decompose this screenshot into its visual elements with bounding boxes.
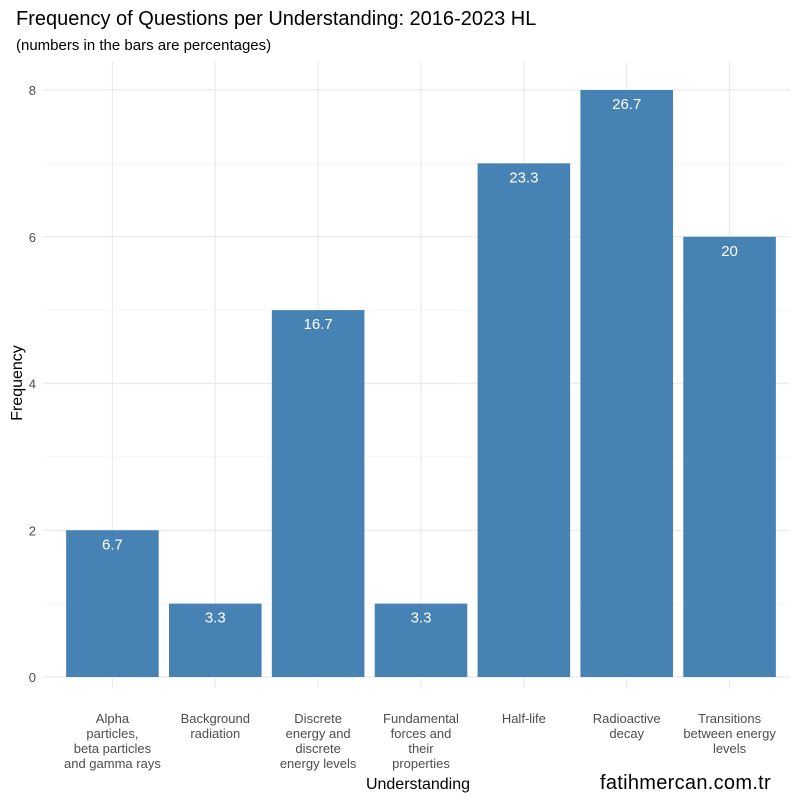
x-tick-label-line: Transitions: [698, 711, 762, 726]
x-tick-label: Half-life: [502, 711, 546, 726]
x-tick-label-line: between energy: [683, 726, 776, 741]
x-tick-label-line: Alpha: [96, 711, 130, 726]
x-tick-label: Fundamental forces and their properties: [383, 711, 459, 771]
x-tick-label: Transitions between energy levels: [683, 711, 776, 756]
x-tick-label-line: forces and: [391, 726, 452, 741]
bar: [683, 236, 776, 677]
x-axis-ticks: Alpha particles, beta particles and gamma r…: [64, 711, 776, 771]
bar-value-label: 6.7: [102, 536, 123, 553]
x-tick-label: Background radiation: [181, 711, 250, 741]
x-tick-label-line: and gamma rays: [64, 756, 161, 771]
x-tick-label-line: radiation: [190, 726, 240, 741]
bar-value-label: 3.3: [205, 610, 226, 627]
x-tick-label-line: levels: [713, 741, 747, 756]
x-tick-label: Discrete energy and discrete energy levels: [280, 711, 357, 771]
bar-value-label: 16.7: [304, 316, 333, 333]
y-tick-label: 0: [29, 670, 36, 685]
y-tick-label: 4: [29, 377, 36, 392]
x-tick-label-line: discrete: [295, 741, 341, 756]
y-tick-label: 2: [29, 523, 36, 538]
x-axis-title: Understanding: [366, 776, 470, 793]
bar-value-labels: 6.7 3.3 16.7 3.3 23.3 26.7 20: [102, 96, 738, 627]
x-tick-label-line: energy and: [286, 726, 351, 741]
bar: [374, 603, 468, 677]
x-tick-label-line: decay: [609, 726, 644, 741]
x-tick-label-line: energy levels: [280, 756, 357, 771]
bar: [66, 530, 159, 677]
watermark-caption: fatihmercan.com.tr: [600, 772, 771, 794]
chart-subtitle: (numbers in the bars are percentages): [16, 37, 271, 54]
bar-value-label: 26.7: [612, 96, 641, 113]
x-tick-label-line: beta particles: [74, 741, 152, 756]
chart-title: Frequency of Questions per Understanding…: [16, 8, 536, 30]
bar-value-label: 23.3: [509, 169, 538, 186]
bar: [169, 603, 262, 677]
bar-value-label: 20: [721, 243, 738, 260]
y-axis-ticks: 0 2 4 6 8: [29, 83, 36, 685]
x-tick-label-line: properties: [392, 756, 450, 771]
y-axis-title: Frequency: [9, 345, 26, 421]
bars: [66, 90, 776, 677]
bar-value-label: 3.3: [411, 610, 432, 627]
x-tick-label-line: particles,: [86, 726, 138, 741]
x-tick-label-line: Discrete: [294, 711, 342, 726]
x-tick-label: Alpha particles, beta particles and gamma r…: [64, 711, 161, 771]
x-tick-label-line: Background: [181, 711, 250, 726]
y-tick-label: 8: [29, 83, 36, 98]
bar: [271, 310, 365, 677]
x-tick-label-line: Fundamental: [383, 711, 459, 726]
bar: [477, 163, 571, 677]
x-tick-label-line: Radioactive: [593, 711, 661, 726]
y-tick-label: 6: [29, 230, 36, 245]
bar: [580, 90, 673, 677]
x-tick-label-line: their: [408, 741, 434, 756]
x-tick-label: Radioactive decay: [593, 711, 661, 741]
x-tick-label-line: Half-life: [502, 711, 546, 726]
